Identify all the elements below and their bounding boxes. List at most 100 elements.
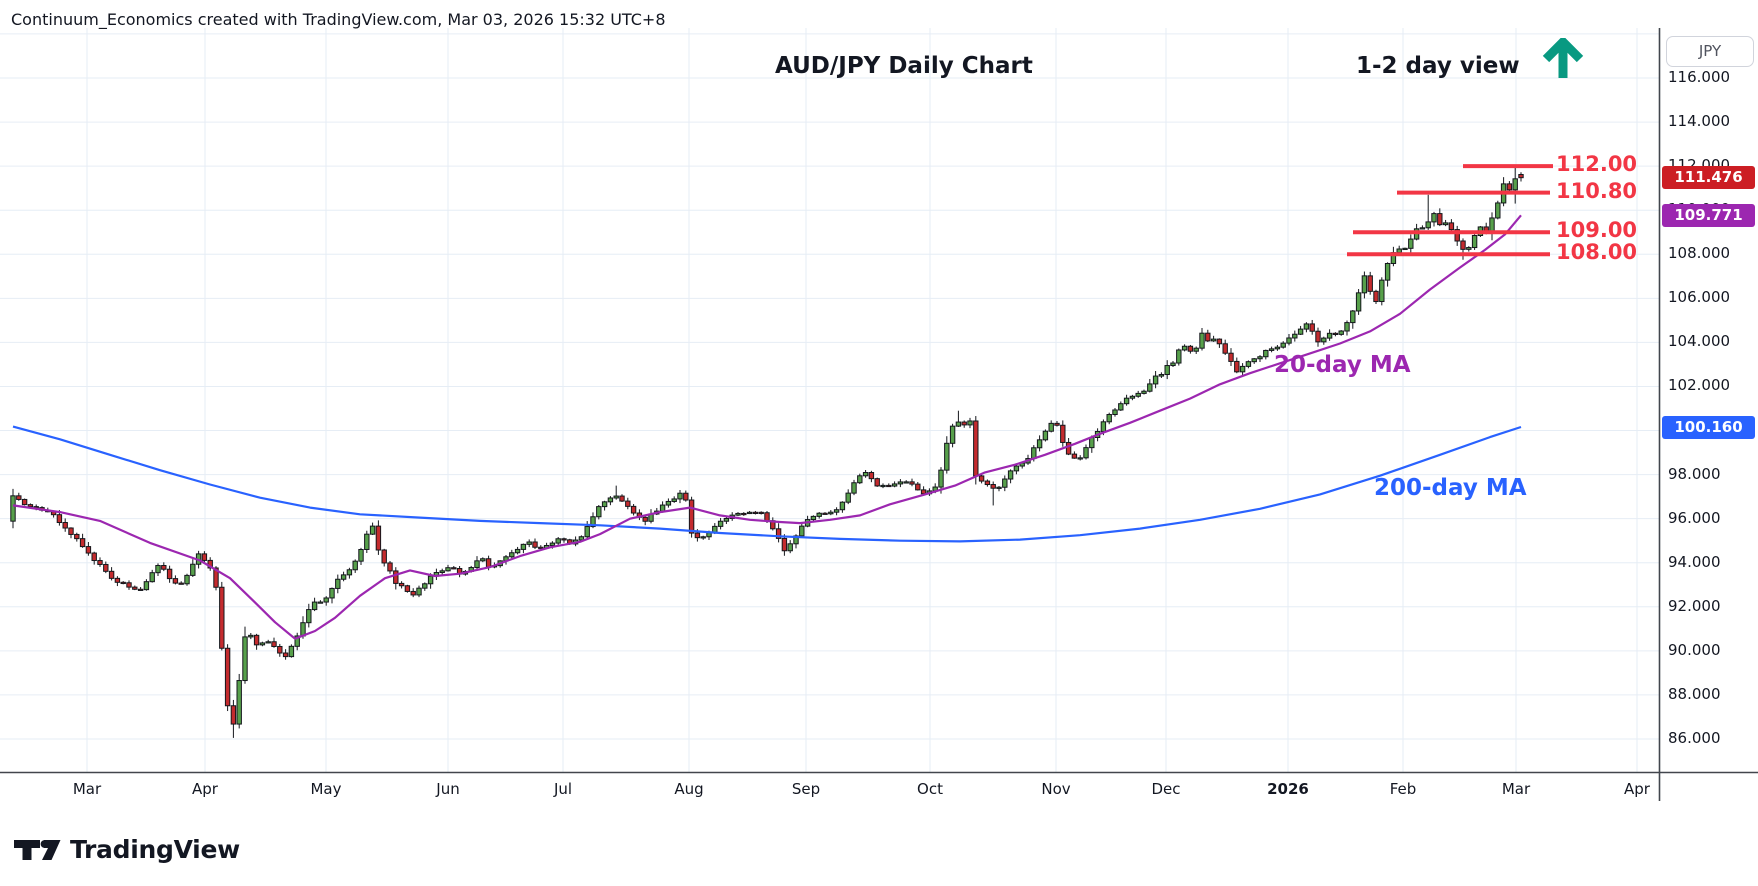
tradingview-logo[interactable]: TradingView <box>14 835 240 864</box>
time-axis-label: Apr <box>192 780 218 798</box>
axis-lines-layer <box>0 28 1758 801</box>
candle <box>79 538 86 548</box>
candle <box>1425 221 1431 229</box>
time-axis-label: 2026 <box>1267 780 1309 798</box>
chart-plot-area[interactable] <box>0 0 1758 810</box>
candle <box>810 515 817 521</box>
candle <box>897 481 904 485</box>
candle <box>909 481 915 485</box>
candle <box>329 587 335 599</box>
price-scale[interactable]: JPY 116.000114.000112.000110.000108.0001… <box>1660 0 1758 800</box>
candle <box>224 647 231 707</box>
candle <box>369 525 376 535</box>
candle <box>1321 337 1327 343</box>
candle <box>845 492 851 503</box>
ma20-badge: 109.771 <box>1662 203 1755 227</box>
candle <box>277 645 283 654</box>
candle <box>1065 441 1072 455</box>
candle <box>190 563 196 576</box>
candle <box>172 578 179 584</box>
candle <box>891 483 898 487</box>
candle <box>775 528 782 539</box>
candle <box>68 527 74 535</box>
candle <box>851 482 857 494</box>
candle <box>108 570 115 579</box>
candle <box>1239 365 1246 373</box>
candle <box>816 512 822 517</box>
candle <box>230 705 237 725</box>
candle <box>166 568 173 580</box>
candle <box>1170 362 1176 367</box>
candle <box>375 525 382 551</box>
candle <box>1118 403 1124 411</box>
candle <box>1089 436 1095 449</box>
candle <box>973 420 979 477</box>
candle <box>1332 332 1339 336</box>
candle <box>91 552 97 562</box>
candle <box>561 538 567 541</box>
candle <box>10 495 16 522</box>
price-tick-label: 116.000 <box>1668 68 1731 86</box>
candle <box>764 512 770 522</box>
candle <box>1350 310 1356 324</box>
candle <box>625 500 631 507</box>
candle <box>1396 248 1402 254</box>
candle <box>155 565 161 574</box>
candle <box>317 601 324 604</box>
attribution-text: Continuum_Economics created with Trading… <box>11 10 666 29</box>
candle <box>1495 202 1501 219</box>
candle <box>1060 424 1066 443</box>
candle <box>990 484 996 489</box>
candle <box>839 501 846 511</box>
candle <box>306 609 312 624</box>
candle <box>1297 328 1304 335</box>
candle <box>1181 345 1188 351</box>
candle <box>514 548 521 554</box>
time-axis-label: Mar <box>72 780 102 798</box>
candle <box>21 498 28 506</box>
candle <box>1007 470 1014 480</box>
candle <box>126 582 132 588</box>
candle <box>1152 375 1159 385</box>
price-tick-label: 114.000 <box>1668 112 1731 131</box>
candle <box>335 578 341 589</box>
candle <box>1454 229 1460 242</box>
candle <box>103 563 109 572</box>
candle <box>944 442 950 471</box>
candle <box>549 542 556 546</box>
candle <box>184 574 190 585</box>
currency-unit-button[interactable]: JPY <box>1666 36 1754 67</box>
candle <box>1338 330 1344 335</box>
candle <box>393 570 399 584</box>
resistance-level-label: 109.00 <box>1556 218 1638 243</box>
candle <box>1286 337 1292 344</box>
candle <box>1141 390 1147 394</box>
candle <box>1147 383 1153 392</box>
candle <box>822 512 828 515</box>
candle <box>642 516 648 522</box>
candle <box>311 601 318 611</box>
candle <box>404 585 411 592</box>
candle <box>1268 348 1275 351</box>
time-axis-label: Mar <box>1501 780 1531 798</box>
candle <box>346 569 353 576</box>
candle <box>1106 414 1112 423</box>
candle <box>532 541 538 548</box>
time-axis[interactable]: Mar Apr May Jun Jul Aug Sep Oct Nov Dec 2026 Feb Mar… <box>0 773 1758 803</box>
candle <box>358 548 364 562</box>
candle <box>213 567 219 588</box>
candle <box>1326 332 1333 339</box>
page-title: AUD/JPY Daily Chart <box>775 53 1033 79</box>
candle <box>694 532 701 539</box>
candle <box>1437 213 1443 226</box>
candle <box>219 586 225 649</box>
candle <box>1042 430 1049 441</box>
candle <box>578 536 585 541</box>
candle <box>236 680 242 725</box>
candle <box>1303 323 1310 330</box>
candle <box>1408 238 1414 249</box>
candle <box>1274 346 1281 350</box>
candle <box>1222 343 1228 354</box>
grid-layer <box>0 28 1659 772</box>
